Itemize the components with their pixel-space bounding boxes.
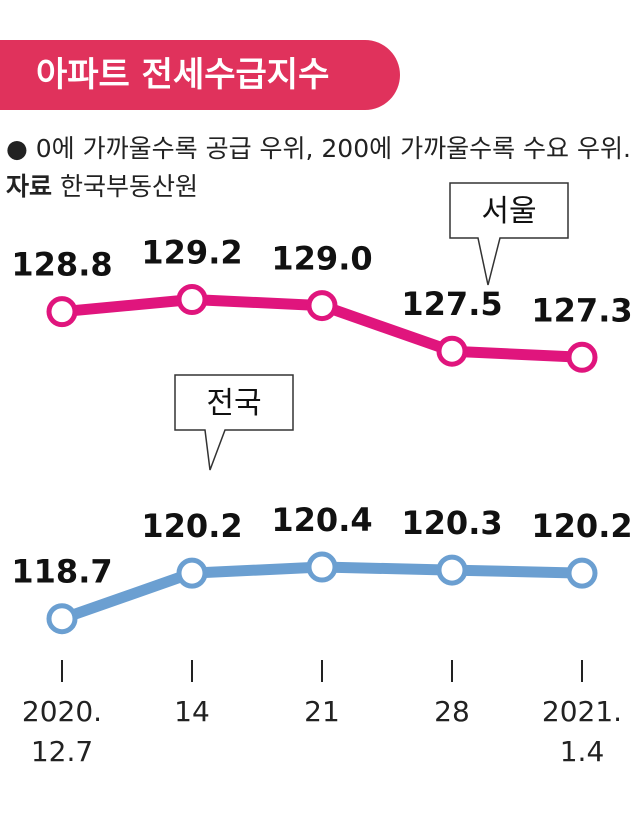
- point: [46, 296, 78, 328]
- x-tick-label: 14: [174, 695, 210, 728]
- legend-label: 전국: [206, 386, 261, 421]
- data-label: 127.3: [531, 291, 632, 329]
- x-tick-label: 28: [434, 695, 470, 728]
- x-tick-label: 21: [304, 695, 340, 728]
- data-label: 127.5: [401, 285, 502, 323]
- data-label: 129.2: [141, 234, 242, 272]
- data-label: 120.4: [271, 501, 372, 539]
- data-label: 129.0: [271, 240, 372, 278]
- point: [176, 557, 208, 589]
- x-tick-label: 2020. 12.7: [21, 695, 103, 768]
- note: ● 0에 가까울수록 공급 우위, 200에 가까울수록 수요 우위. 자료 한…: [6, 130, 636, 206]
- point: [306, 290, 338, 322]
- point: [176, 284, 208, 316]
- source-label: 자료: [6, 172, 53, 201]
- point: [566, 341, 598, 373]
- point: [436, 554, 468, 586]
- legend-label: 서울: [481, 194, 536, 229]
- callout: [449, 182, 569, 286]
- bullet: ●: [6, 134, 36, 163]
- data-label: 120.2: [141, 507, 242, 545]
- data-label: 128.8: [11, 246, 112, 284]
- point: [46, 603, 78, 635]
- point: [436, 335, 468, 367]
- source: 한국부동산원: [59, 172, 198, 201]
- data-label: 120.3: [401, 504, 502, 542]
- data-label: 118.7: [11, 553, 112, 591]
- chart-title: 아파트 전세수급지수: [0, 40, 400, 110]
- callout: [174, 374, 294, 471]
- x-tick-label: 2021. 1.4: [541, 695, 623, 768]
- subtitle: 0에 가까울수록 공급 우위, 200에 가까울수록 수요 우위.: [35, 134, 631, 163]
- data-label: 120.2: [531, 507, 632, 545]
- point: [306, 551, 338, 583]
- point: [566, 557, 598, 589]
